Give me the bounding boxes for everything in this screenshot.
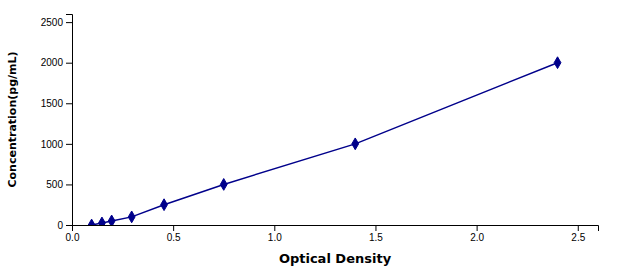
- tick-label: 1000: [41, 139, 64, 150]
- tick: 2.0: [470, 225, 484, 243]
- tick-mark: [173, 225, 174, 231]
- plot: 0.0 0.5 1.0 1.5 2.0 2.5 0 500 1000 1500 2000 2500: [41, 15, 599, 244]
- tick-mark: [66, 22, 72, 23]
- tick-mark: [578, 225, 579, 231]
- tick-mark: [66, 144, 72, 145]
- marker: [352, 138, 359, 150]
- x-axis-title: Optical Density: [279, 251, 392, 266]
- tick-label: 1500: [41, 98, 64, 109]
- axis-line: [66, 15, 73, 226]
- tick: 2.5: [571, 225, 585, 243]
- tick: 0.0: [66, 225, 80, 243]
- chart: 0.0 0.5 1.0 1.5 2.0 2.5 0 500 1000 1500 2000 2500 Op…: [0, 0, 618, 271]
- tick-label: 2000: [41, 57, 64, 68]
- tick-mark: [66, 225, 72, 226]
- tick-label: 2.0: [470, 232, 484, 243]
- marker: [554, 57, 561, 69]
- axis-line: [73, 226, 599, 232]
- tick-mark: [66, 63, 72, 64]
- tick-label: 500: [46, 179, 63, 190]
- marker: [161, 199, 168, 211]
- tick: 1000: [41, 139, 72, 150]
- tick-mark: [274, 225, 275, 231]
- tick-mark: [66, 184, 72, 185]
- tick-label: 0: [57, 220, 63, 231]
- tick: 2500: [41, 17, 72, 28]
- marker: [99, 217, 106, 225]
- tick-label: 1.5: [369, 232, 383, 243]
- tick-label: 2.5: [571, 232, 585, 243]
- marks: [88, 57, 561, 225]
- tick: 1.0: [268, 225, 282, 243]
- tick: 500: [46, 179, 72, 190]
- x-axis: 0.0 0.5 1.0 1.5 2.0 2.5: [66, 225, 599, 243]
- line: [92, 63, 558, 225]
- tick-label: 2500: [41, 17, 64, 28]
- marker: [128, 211, 135, 223]
- marker: [88, 219, 95, 225]
- tick-label: 1.0: [268, 232, 282, 243]
- y-axis: 0 500 1000 1500 2000 2500: [41, 15, 73, 231]
- marker: [108, 215, 115, 225]
- tick-mark: [375, 225, 376, 231]
- tick: 0.5: [167, 225, 181, 243]
- tick-mark: [477, 225, 478, 231]
- tick: 0: [57, 220, 72, 231]
- tick: 2000: [41, 57, 72, 68]
- tick-label: 0.5: [167, 232, 181, 243]
- tick: 1.5: [369, 225, 383, 243]
- tick: 1500: [41, 98, 72, 109]
- y-axis-title: Concentration(pg/mL): [6, 51, 19, 187]
- tick-mark: [66, 103, 72, 104]
- tick-label: 0.0: [66, 232, 80, 243]
- marker: [220, 179, 227, 191]
